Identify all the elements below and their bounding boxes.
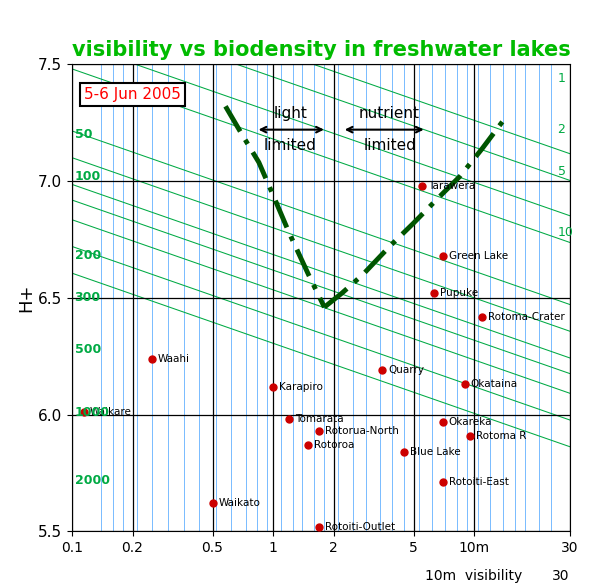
Text: 50: 50 (74, 128, 92, 141)
Text: Pupuke: Pupuke (440, 288, 478, 298)
Text: Waikato: Waikato (218, 498, 260, 509)
Text: Okareka: Okareka (449, 416, 493, 427)
Text: 10m  visibility: 10m visibility (425, 569, 523, 583)
Text: Tarawera: Tarawera (428, 180, 475, 191)
Text: 500: 500 (74, 343, 101, 356)
Text: 30: 30 (552, 569, 569, 583)
Text: nutrient: nutrient (359, 106, 420, 121)
Text: Rotoiti-Outlet: Rotoiti-Outlet (325, 522, 395, 532)
Text: 1000: 1000 (74, 406, 110, 419)
Text: Okataina: Okataina (471, 379, 518, 390)
Text: 5: 5 (557, 165, 566, 178)
Text: Rotoiti-East: Rotoiti-East (449, 477, 509, 488)
Text: 1: 1 (557, 72, 565, 85)
Text: Blue Lake: Blue Lake (410, 447, 461, 457)
Text: 2: 2 (557, 123, 565, 136)
Text: 10: 10 (557, 226, 574, 239)
Text: light: light (274, 106, 307, 121)
Text: 300: 300 (74, 291, 101, 304)
Text: Quarry: Quarry (388, 365, 424, 376)
Text: Green Lake: Green Lake (449, 251, 508, 261)
Y-axis label: H+: H+ (17, 284, 35, 312)
Text: 5-6 Jun 2005: 5-6 Jun 2005 (84, 87, 181, 102)
Text: limited: limited (363, 138, 416, 153)
Text: Rotoma-Crater: Rotoma-Crater (488, 311, 565, 322)
Text: Rotorua-North: Rotorua-North (325, 426, 399, 436)
Title: visibility vs biodensity in freshwater lakes: visibility vs biodensity in freshwater l… (71, 40, 571, 60)
Text: Waahi: Waahi (158, 353, 190, 364)
Text: 200: 200 (74, 249, 101, 262)
Text: Karapiro: Karapiro (279, 381, 323, 392)
Text: Rotoma R: Rotoma R (476, 430, 526, 441)
Text: Rotoroa: Rotoroa (314, 440, 355, 450)
Text: 2000: 2000 (74, 474, 110, 486)
Text: Waikare: Waikare (90, 407, 132, 418)
Text: 100: 100 (74, 170, 101, 183)
Text: Tomarata: Tomarata (295, 414, 343, 425)
Text: limited: limited (264, 138, 317, 153)
